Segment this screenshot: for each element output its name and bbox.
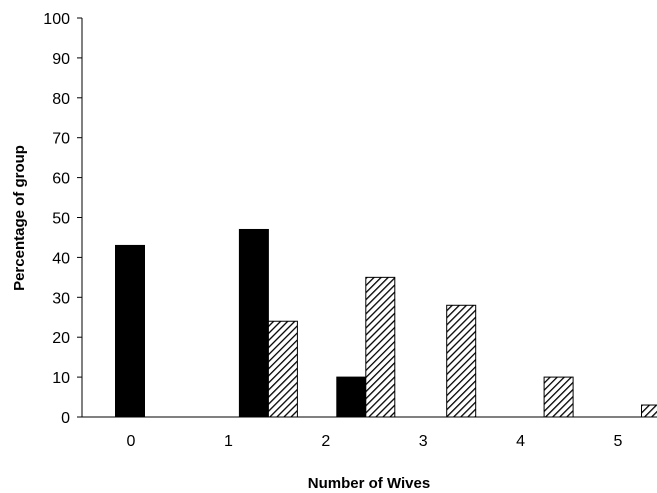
x-ticks: 0 1 2 3 4 5 — [127, 433, 623, 450]
x-tick-label: 3 — [419, 433, 428, 450]
y-ticks: 0 10 20 30 40 50 60 70 80 90 100 — [43, 11, 82, 427]
x-tick-label: 1 — [224, 433, 233, 450]
bar-hatched — [446, 304, 477, 418]
y-tick-label: 20 — [52, 330, 70, 347]
y-tick-label: 40 — [52, 250, 70, 267]
y-axis-title: Percentage of group — [11, 145, 28, 291]
y-tick-label: 90 — [52, 51, 70, 68]
x-tick-label: 5 — [614, 433, 623, 450]
x-tick-label: 0 — [127, 433, 136, 450]
y-tick-label: 30 — [52, 290, 70, 307]
x-tick-label: 2 — [321, 433, 330, 450]
bar-hatched — [641, 404, 657, 418]
y-tick-label: 100 — [43, 11, 70, 28]
bar-hatched — [267, 320, 298, 418]
y-tick-label: 70 — [52, 131, 70, 148]
bar-solid — [336, 376, 367, 418]
bar-hatched — [365, 276, 396, 418]
y-tick-label: 50 — [52, 211, 70, 228]
bars-layer — [115, 228, 657, 418]
bar-hatched — [543, 376, 574, 418]
y-tick-label: 60 — [52, 171, 70, 188]
bar-solid — [238, 228, 269, 418]
y-tick-label: 0 — [61, 410, 70, 427]
x-axis-title: Number of Wives — [308, 475, 430, 492]
bar-solid — [115, 244, 145, 418]
y-tick-label: 10 — [52, 370, 70, 387]
y-tick-label: 80 — [52, 91, 70, 108]
x-tick-label: 4 — [516, 433, 525, 450]
